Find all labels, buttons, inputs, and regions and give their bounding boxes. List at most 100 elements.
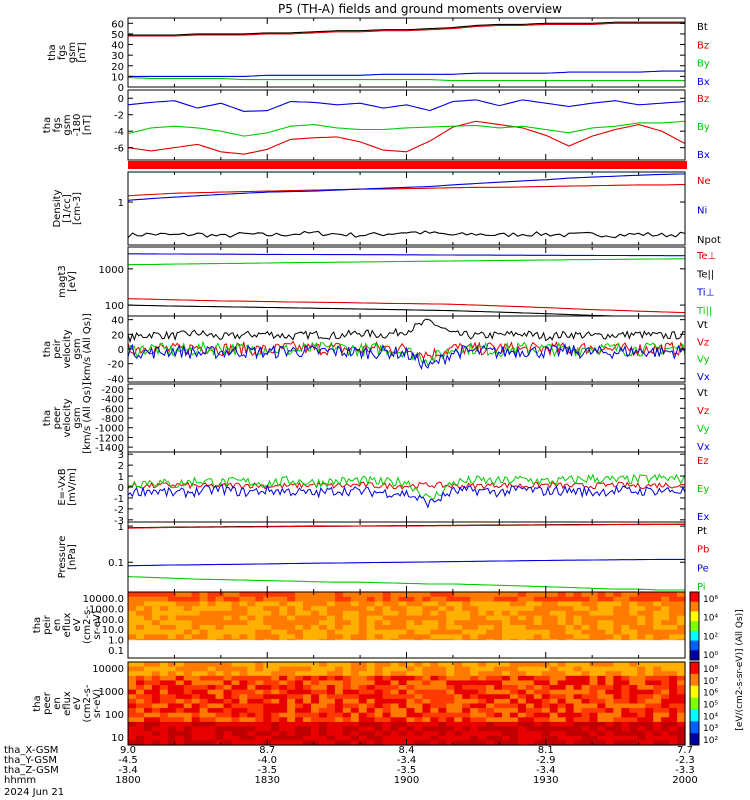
heatmap-cell <box>406 735 416 741</box>
heatmap-cell <box>486 620 495 626</box>
heatmap-cell <box>525 717 535 723</box>
heatmap-cell <box>167 610 177 617</box>
heatmap-cell <box>151 731 161 737</box>
heatmap-cell <box>557 662 567 668</box>
heatmap-cell <box>645 731 654 737</box>
heatmap-cell <box>581 731 591 737</box>
heatmap-cell <box>382 620 392 626</box>
heatmap-cell <box>334 717 344 723</box>
heatmap-cell <box>350 634 360 640</box>
heatmap-cell <box>613 634 622 640</box>
heatmap-cell <box>454 601 463 607</box>
heatmap-cell <box>645 698 654 705</box>
heatmap-cell <box>159 694 169 700</box>
heatmap-cell <box>159 689 169 695</box>
heatmap-cell <box>589 685 599 691</box>
heatmap-cell <box>303 712 312 718</box>
heatmap-cell <box>661 629 670 636</box>
series-line-Ti|| <box>127 258 686 266</box>
heatmap-cell <box>334 698 344 705</box>
heatmap-cell <box>159 680 169 686</box>
heatmap-cell <box>334 620 344 626</box>
heatmap-cell <box>637 731 646 737</box>
heatmap-cell <box>398 703 408 709</box>
heatmap-cell <box>613 666 622 672</box>
heatmap-cell <box>159 606 169 612</box>
series-line-Ti⊥ <box>128 253 685 257</box>
heatmap-cell <box>279 606 288 612</box>
heatmap-cell <box>342 712 352 718</box>
heatmap-cell <box>406 596 416 603</box>
heatmap-cell <box>342 662 352 668</box>
y-axis-title: [mV/m] <box>67 468 78 506</box>
heatmap-cell <box>247 671 256 677</box>
heatmap-cell <box>366 717 376 723</box>
heatmap-cell <box>525 703 535 709</box>
heatmap-cell <box>486 708 495 714</box>
heatmap-cell <box>653 721 662 728</box>
heatmap-cell <box>215 740 225 746</box>
heatmap-cell <box>303 703 312 709</box>
heatmap-cell <box>143 685 153 691</box>
heatmap-cell <box>263 615 272 621</box>
heatmap-cell <box>422 620 431 626</box>
heatmap-cell <box>565 735 575 741</box>
heatmap-cell <box>438 671 447 677</box>
heatmap-cell <box>231 666 240 672</box>
heatmap-cell <box>390 680 400 686</box>
heatmap-cell <box>398 662 408 668</box>
heatmap-cell <box>143 708 153 714</box>
heatmap-cell <box>533 666 543 672</box>
heatmap-cell <box>573 666 583 672</box>
heatmap-cell <box>167 666 177 672</box>
heatmap-cell <box>398 634 408 640</box>
y-tick-label: 40 <box>111 316 124 327</box>
heatmap-cell <box>509 610 519 617</box>
x-axis-value: 1900 <box>394 775 419 786</box>
heatmap-cell <box>669 620 678 626</box>
heatmap-cell <box>326 634 336 640</box>
y-tick-label: 1000.0 <box>89 604 124 615</box>
heatmap-cell <box>231 592 240 598</box>
heatmap-cell <box>247 721 256 728</box>
heatmap-cell <box>318 735 328 741</box>
heatmap-cell <box>207 712 217 718</box>
heatmap-cell <box>581 703 591 709</box>
heatmap-cell <box>677 703 686 709</box>
heatmap-cell <box>311 620 320 626</box>
heatmap-cell <box>398 615 408 621</box>
heatmap-cell <box>573 731 583 737</box>
heatmap-cell <box>167 671 177 677</box>
heatmap-cell <box>374 675 384 682</box>
panel-frame <box>127 89 686 161</box>
heatmap-cell <box>382 666 392 672</box>
heatmap-cell <box>470 620 479 626</box>
heatmap-cell <box>509 712 519 718</box>
heatmap-cell <box>358 629 368 636</box>
heatmap-cell <box>677 680 686 686</box>
heatmap-cell <box>374 610 384 617</box>
heatmap-cell <box>199 634 209 640</box>
heatmap-cell <box>342 592 352 598</box>
heatmap-cell <box>311 703 320 709</box>
x-axis-value: 8.7 <box>259 745 275 756</box>
heatmap-cell <box>318 666 328 672</box>
heatmap-cell <box>549 592 559 598</box>
heatmap-cell <box>494 666 503 672</box>
heatmap-cell <box>446 689 455 695</box>
heatmap-cell <box>295 703 304 709</box>
heatmap-cell <box>486 689 495 695</box>
heatmap-cell <box>151 615 161 621</box>
heatmap-cell <box>318 708 328 714</box>
y-axis-title: -180 <box>72 114 83 137</box>
heatmap-cell <box>454 620 463 626</box>
colorbar-upper-segment <box>690 630 699 642</box>
heatmap-cell <box>525 592 535 598</box>
heatmap-cell <box>613 731 622 737</box>
heatmap-cell <box>605 606 614 612</box>
heatmap-cell <box>398 740 408 746</box>
series-line-Bt <box>128 21 685 36</box>
heatmap-cell <box>637 662 646 668</box>
heatmap-cell <box>565 606 575 612</box>
